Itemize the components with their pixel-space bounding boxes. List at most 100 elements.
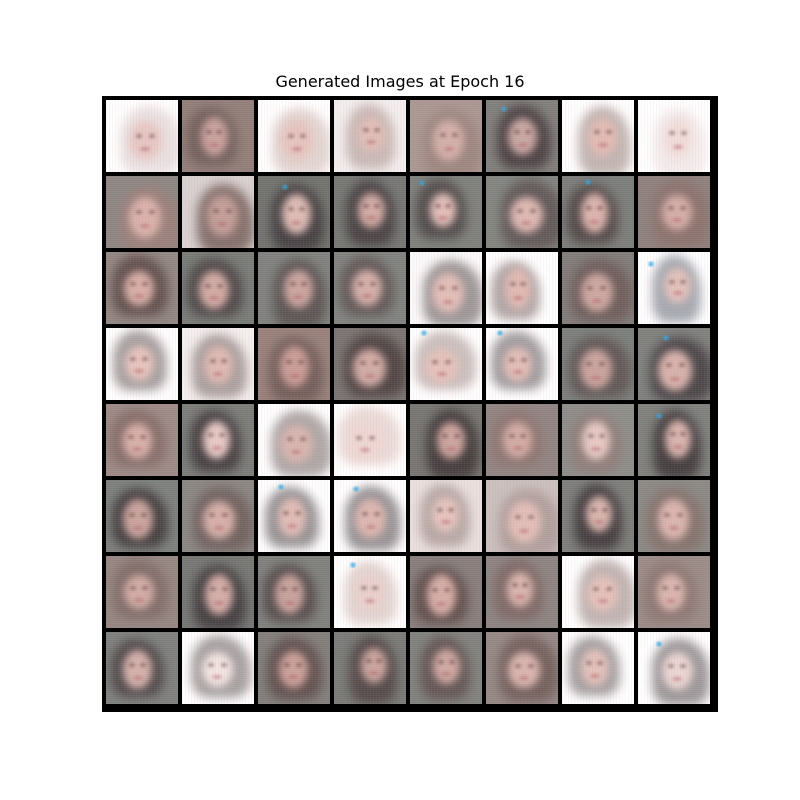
color-artifact	[498, 106, 509, 113]
generated-image-tile	[334, 328, 406, 400]
pixel-noise-overlay	[486, 480, 558, 552]
generated-image-tile	[106, 328, 178, 400]
eye-region	[680, 131, 687, 135]
eye-region	[219, 433, 226, 438]
mouth-region	[289, 373, 300, 378]
face-region	[508, 118, 538, 155]
eye-region	[680, 432, 687, 437]
face-region	[282, 193, 311, 235]
color-artifact	[418, 330, 429, 337]
pixel-noise-overlay	[334, 328, 406, 400]
pixel-noise-overlay	[334, 556, 406, 628]
mouth-region	[134, 597, 145, 602]
face-region	[582, 421, 610, 461]
color-artifact	[646, 260, 657, 267]
face-region	[580, 649, 609, 686]
eye-region	[129, 282, 136, 287]
eye-region	[213, 208, 220, 213]
face-region	[579, 348, 613, 389]
mouth-region	[140, 224, 151, 229]
generated-image-tile	[182, 480, 254, 552]
face-region	[201, 652, 234, 687]
eye-region	[593, 587, 600, 592]
mouth-region	[360, 448, 371, 453]
eye-region	[365, 659, 372, 664]
generated-image-tile	[638, 556, 710, 628]
pixel-noise-overlay	[562, 328, 634, 400]
generated-image-tile	[486, 176, 558, 248]
pixel-noise-overlay	[562, 556, 634, 628]
eye-region	[296, 662, 303, 667]
eye-region	[596, 206, 603, 211]
mouth-region	[134, 369, 145, 374]
face-region	[426, 574, 456, 616]
eye-region	[280, 587, 287, 592]
eye-region	[292, 587, 299, 592]
generated-image-tile	[562, 480, 634, 552]
mouth-region	[133, 526, 144, 531]
mouth-region	[438, 215, 449, 220]
generated-image-tile	[182, 556, 254, 628]
eye-region	[221, 358, 228, 363]
color-artifact	[348, 561, 359, 568]
mouth-region	[512, 370, 523, 374]
generated-image-tile	[106, 176, 178, 248]
mouth-region	[443, 147, 454, 152]
generated-image-tile	[106, 480, 178, 552]
generated-image-tile	[106, 632, 178, 704]
eye-region	[287, 133, 294, 138]
mouth-region	[519, 675, 530, 680]
mouth-region	[517, 142, 528, 147]
pixel-noise-overlay	[106, 556, 178, 628]
color-artifact	[653, 413, 664, 420]
pixel-noise-overlay	[638, 556, 710, 628]
mouth-region	[140, 146, 151, 151]
eye-region	[514, 663, 521, 668]
generated-image-tile	[638, 404, 710, 476]
image-grid	[102, 96, 718, 712]
eye-region	[598, 434, 605, 439]
pixel-noise-overlay	[562, 480, 634, 552]
generated-image-tile	[638, 100, 710, 172]
pixel-noise-overlay	[106, 176, 178, 248]
mouth-region	[132, 447, 143, 452]
eye-region	[360, 586, 367, 591]
generated-image-tile	[182, 632, 254, 704]
eye-region	[453, 434, 460, 439]
face-region	[128, 121, 162, 160]
face-region	[580, 192, 608, 233]
generated-image-tile	[638, 252, 710, 324]
mouth-region	[293, 295, 304, 300]
mouth-region	[597, 143, 608, 148]
mouth-region	[211, 446, 222, 451]
figure-title: Generated Images at Epoch 16	[275, 72, 525, 91]
mouth-region	[440, 520, 451, 525]
generated-image-tile	[334, 480, 406, 552]
generated-image-tile	[106, 404, 178, 476]
eye-region	[434, 203, 441, 208]
color-artifact	[660, 335, 671, 342]
pixel-noise-overlay	[638, 100, 710, 172]
generated-image-tile	[258, 176, 330, 248]
eye-region	[514, 515, 521, 520]
eye-region	[361, 511, 368, 516]
face-region	[656, 573, 686, 612]
face-region	[280, 346, 310, 388]
eye-region	[529, 208, 536, 213]
eye-region	[286, 359, 293, 364]
pixel-noise-overlay	[106, 100, 178, 172]
eye-region	[358, 281, 365, 286]
eye-region	[135, 133, 142, 138]
generated-image-tile	[258, 556, 330, 628]
eye-region	[225, 208, 232, 213]
pixel-noise-overlay	[182, 632, 254, 704]
pixel-noise-overlay	[334, 176, 406, 248]
generated-image-tile	[410, 328, 482, 400]
face-region	[129, 196, 162, 239]
face-region	[588, 117, 618, 157]
eye-region	[220, 663, 227, 668]
eye-region	[287, 207, 294, 212]
eye-region	[601, 507, 608, 512]
mouth-region	[672, 445, 683, 450]
pixel-noise-overlay	[334, 480, 406, 552]
